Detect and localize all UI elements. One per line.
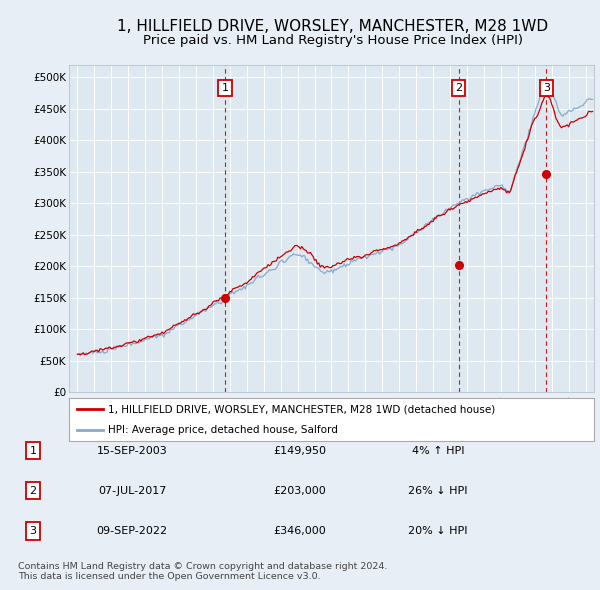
Text: 4% ↑ HPI: 4% ↑ HPI (412, 446, 464, 455)
Text: £203,000: £203,000 (274, 486, 326, 496)
Text: Contains HM Land Registry data © Crown copyright and database right 2024.
This d: Contains HM Land Registry data © Crown c… (18, 562, 388, 581)
Text: 1, HILLFIELD DRIVE, WORSLEY, MANCHESTER, M28 1WD: 1, HILLFIELD DRIVE, WORSLEY, MANCHESTER,… (118, 19, 548, 34)
Text: 26% ↓ HPI: 26% ↓ HPI (408, 486, 468, 496)
Text: £149,950: £149,950 (274, 446, 326, 455)
Text: 1: 1 (221, 83, 229, 93)
Text: 07-JUL-2017: 07-JUL-2017 (98, 486, 166, 496)
Text: 20% ↓ HPI: 20% ↓ HPI (408, 526, 468, 536)
Text: 15-SEP-2003: 15-SEP-2003 (97, 446, 167, 455)
Text: 3: 3 (543, 83, 550, 93)
Text: 2: 2 (29, 486, 37, 496)
Text: 1: 1 (29, 446, 37, 455)
Text: 1, HILLFIELD DRIVE, WORSLEY, MANCHESTER, M28 1WD (detached house): 1, HILLFIELD DRIVE, WORSLEY, MANCHESTER,… (109, 404, 496, 414)
Text: 09-SEP-2022: 09-SEP-2022 (97, 526, 167, 536)
Text: 2: 2 (455, 83, 462, 93)
Text: £346,000: £346,000 (274, 526, 326, 536)
Text: HPI: Average price, detached house, Salford: HPI: Average price, detached house, Salf… (109, 425, 338, 435)
Text: 3: 3 (29, 526, 37, 536)
Text: Price paid vs. HM Land Registry's House Price Index (HPI): Price paid vs. HM Land Registry's House … (143, 34, 523, 47)
